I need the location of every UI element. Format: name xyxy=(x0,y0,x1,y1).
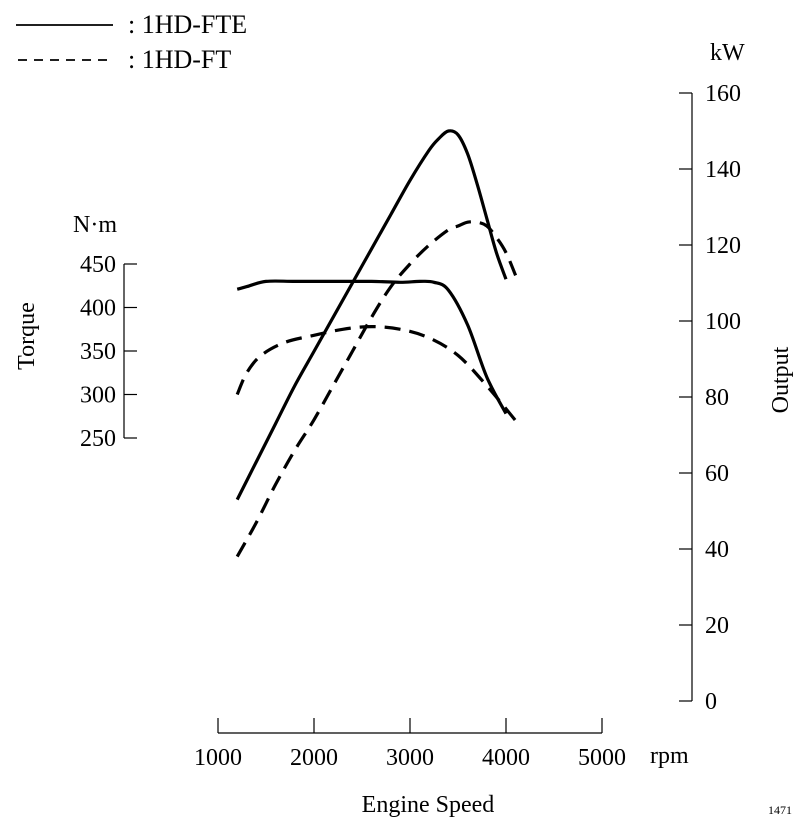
output-axis-unit: kW xyxy=(710,40,745,66)
torque-tick-label: 450 xyxy=(80,252,116,278)
corner-note: 1471 xyxy=(768,803,792,817)
x-tick-label: 2000 xyxy=(290,745,338,771)
curve-1hd-fte-output xyxy=(235,129,508,501)
output-tick-label: 140 xyxy=(705,157,741,183)
output-tick-label: 60 xyxy=(705,461,729,487)
torque-axis-unit: N·m xyxy=(73,212,117,238)
x-tick-label: 4000 xyxy=(482,745,530,771)
torque-tick-label: 250 xyxy=(80,426,116,452)
torque-tick-label: 400 xyxy=(80,296,116,322)
x-tick-label: 3000 xyxy=(386,745,434,771)
curves xyxy=(235,129,518,558)
legend: : 1HD-FTE : 1HD-FT xyxy=(16,10,247,74)
output-tick-label: 80 xyxy=(705,385,729,411)
output-axis-label: Output xyxy=(768,346,794,413)
x-axis-label: Engine Speed xyxy=(362,792,495,818)
output-tick-label: 160 xyxy=(705,81,741,107)
x-axis-unit: rpm xyxy=(650,743,689,769)
x-tick-label: 5000 xyxy=(578,745,626,771)
output-tick-label: 40 xyxy=(705,537,729,563)
torque-axis-label: Torque xyxy=(14,302,40,370)
legend-label-1hd-fte: : 1HD-FTE xyxy=(128,10,247,39)
torque-tick-label: 350 xyxy=(80,339,116,365)
torque-tick-label: 300 xyxy=(80,383,116,409)
curve-1hd-fte-torque xyxy=(236,279,508,415)
output-tick-label: 100 xyxy=(705,309,741,335)
legend-label-1hd-ft: : 1HD-FT xyxy=(128,45,231,74)
curve-1hd-ft-torque xyxy=(235,325,517,422)
output-tick-label: 0 xyxy=(705,689,717,715)
output-tick-label: 20 xyxy=(705,613,729,639)
engine-speed-axis: rpm Engine Speed 1000 2000 3000 4000 5000 xyxy=(194,718,689,818)
output-axis: kW Output 0 20 40 60 80 100 120 140 160 xyxy=(679,40,794,715)
curve-1hd-ft-output xyxy=(235,220,518,558)
output-tick-label: 120 xyxy=(705,233,741,259)
x-tick-label: 1000 xyxy=(194,745,242,771)
torque-axis: N·m Torque 250 300 350 400 450 xyxy=(14,212,137,452)
